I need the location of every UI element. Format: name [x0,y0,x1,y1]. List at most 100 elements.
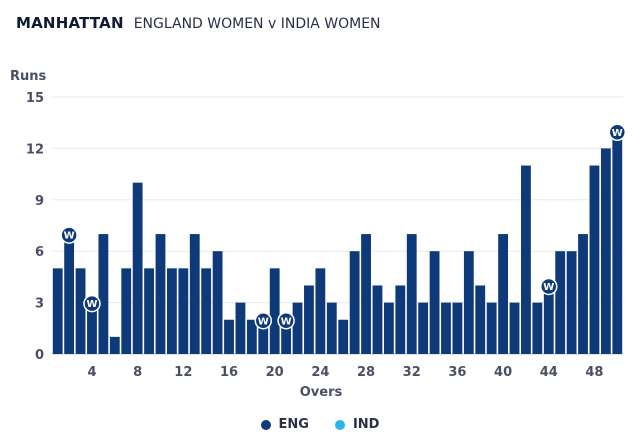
bar-over-9[interactable] [144,268,154,354]
bar-over-29[interactable] [372,285,383,354]
wicket-marker-label: W [64,231,75,242]
bar-over-13[interactable] [189,234,200,354]
wicket-marker[interactable]: W [277,311,295,330]
wicket-marker-circle [254,311,273,330]
bar-over-12[interactable] [178,268,189,354]
bar-over-27[interactable] [349,251,360,354]
chart-header: MANHATTAN ENGLAND WOMEN v INDIA WOMEN [16,14,381,32]
x-tick-label: 8 [133,365,142,380]
bar-over-26[interactable] [338,319,349,354]
y-tick-label: 12 [26,142,44,157]
chart-subtitle: ENGLAND WOMEN v INDIA WOMEN [133,16,381,32]
bar-over-20[interactable] [269,268,280,354]
bar-over-32[interactable] [406,234,417,354]
wicket-marker-label: W [543,282,554,293]
chart-legend: ENG IND [0,417,640,432]
chart-title: MANHATTAN [16,14,124,32]
bar-over-40[interactable] [498,234,508,354]
bar-over-46[interactable] [566,251,577,354]
wicket-marker-label: W [258,316,269,327]
y-tick-label: 6 [35,245,44,260]
x-tick-label: 32 [403,365,421,380]
wicket-marker-label: W [612,128,623,139]
bar-over-6[interactable] [109,336,120,354]
bar-over-25[interactable] [326,302,337,354]
wicket-marker-circle [83,294,101,313]
bar-over-41[interactable] [509,302,520,354]
bar-over-35[interactable] [441,302,451,354]
wicket-marker[interactable]: W [540,277,558,296]
x-axis-label: Overs [300,385,343,400]
bar-over-3[interactable] [75,268,86,354]
wicket-marker-circle [608,123,627,142]
bar-over-15[interactable] [212,251,223,354]
wicket-marker-circle [60,226,78,244]
bar-over-14[interactable] [201,268,212,354]
x-tick-label: 4 [87,365,96,380]
legend-swatch-ind [334,419,345,430]
bar-over-18[interactable] [246,319,257,354]
bar-over-30[interactable] [383,302,394,354]
bar-over-33[interactable] [418,302,429,354]
y-tick-label: 9 [35,194,44,209]
bar-over-11[interactable] [167,268,177,354]
x-tick-label: 44 [540,365,558,380]
bar-over-1[interactable] [52,268,63,354]
bar-over-22[interactable] [292,302,303,354]
legend-item-eng[interactable]: ENG [260,417,309,432]
x-tick-label: 24 [311,365,329,380]
legend-label-ind: IND [352,417,380,432]
wicket-layer: W W W W W W [60,123,627,330]
bar-over-44[interactable] [543,285,554,354]
x-tick-label: 48 [585,365,603,380]
bar-over-24[interactable] [315,268,326,354]
bar-over-36[interactable] [452,302,463,354]
bar-over-19[interactable] [258,319,269,354]
bar-over-42[interactable] [521,165,531,354]
bar-over-28[interactable] [361,234,371,354]
wicket-marker[interactable]: W [60,226,78,244]
bar-over-47[interactable] [578,234,588,354]
x-tick-label: 16 [220,365,238,380]
bar-over-49[interactable] [600,148,611,354]
wicket-marker[interactable]: W [608,123,627,142]
bar-over-4[interactable] [87,302,97,354]
y-axis-label: Runs [10,69,47,84]
bar-over-34[interactable] [429,251,440,354]
x-tick-label: 20 [266,365,284,380]
legend-label-eng: ENG [278,417,309,432]
bar-over-38[interactable] [475,285,486,354]
bar-over-16[interactable] [224,319,234,354]
x-tick-label: 40 [494,365,512,380]
bar-over-43[interactable] [532,302,543,354]
bar-over-31[interactable] [395,285,406,354]
x-tick-label: 12 [174,365,192,380]
x-tick-label: 36 [448,365,466,380]
bar-over-21[interactable] [281,319,292,354]
wicket-marker-label: W [86,299,97,310]
bar-over-5[interactable] [98,234,109,354]
y-tick-label: 3 [35,297,44,312]
wicket-marker[interactable]: W [254,311,273,330]
wicket-marker[interactable]: W [83,294,101,313]
bar-over-17[interactable] [235,302,246,354]
bar-over-45[interactable] [555,251,566,354]
bar-over-37[interactable] [463,251,474,354]
bar-over-50[interactable] [612,131,623,354]
bar-over-48[interactable] [589,165,600,354]
wicket-marker-circle [540,277,558,296]
bar-over-23[interactable] [304,285,314,354]
bar-over-10[interactable] [155,234,166,354]
legend-item-ind[interactable]: IND [334,417,380,432]
bar-layer [52,131,623,354]
y-tick-label: 0 [35,348,44,363]
y-tick-label: 15 [26,91,44,106]
x-tick-label: 28 [357,365,375,380]
bar-over-7[interactable] [121,268,132,354]
legend-swatch-eng [260,419,271,430]
bar-over-2[interactable] [64,234,75,354]
bar-over-39[interactable] [486,302,497,354]
bar-over-8[interactable] [132,182,143,354]
